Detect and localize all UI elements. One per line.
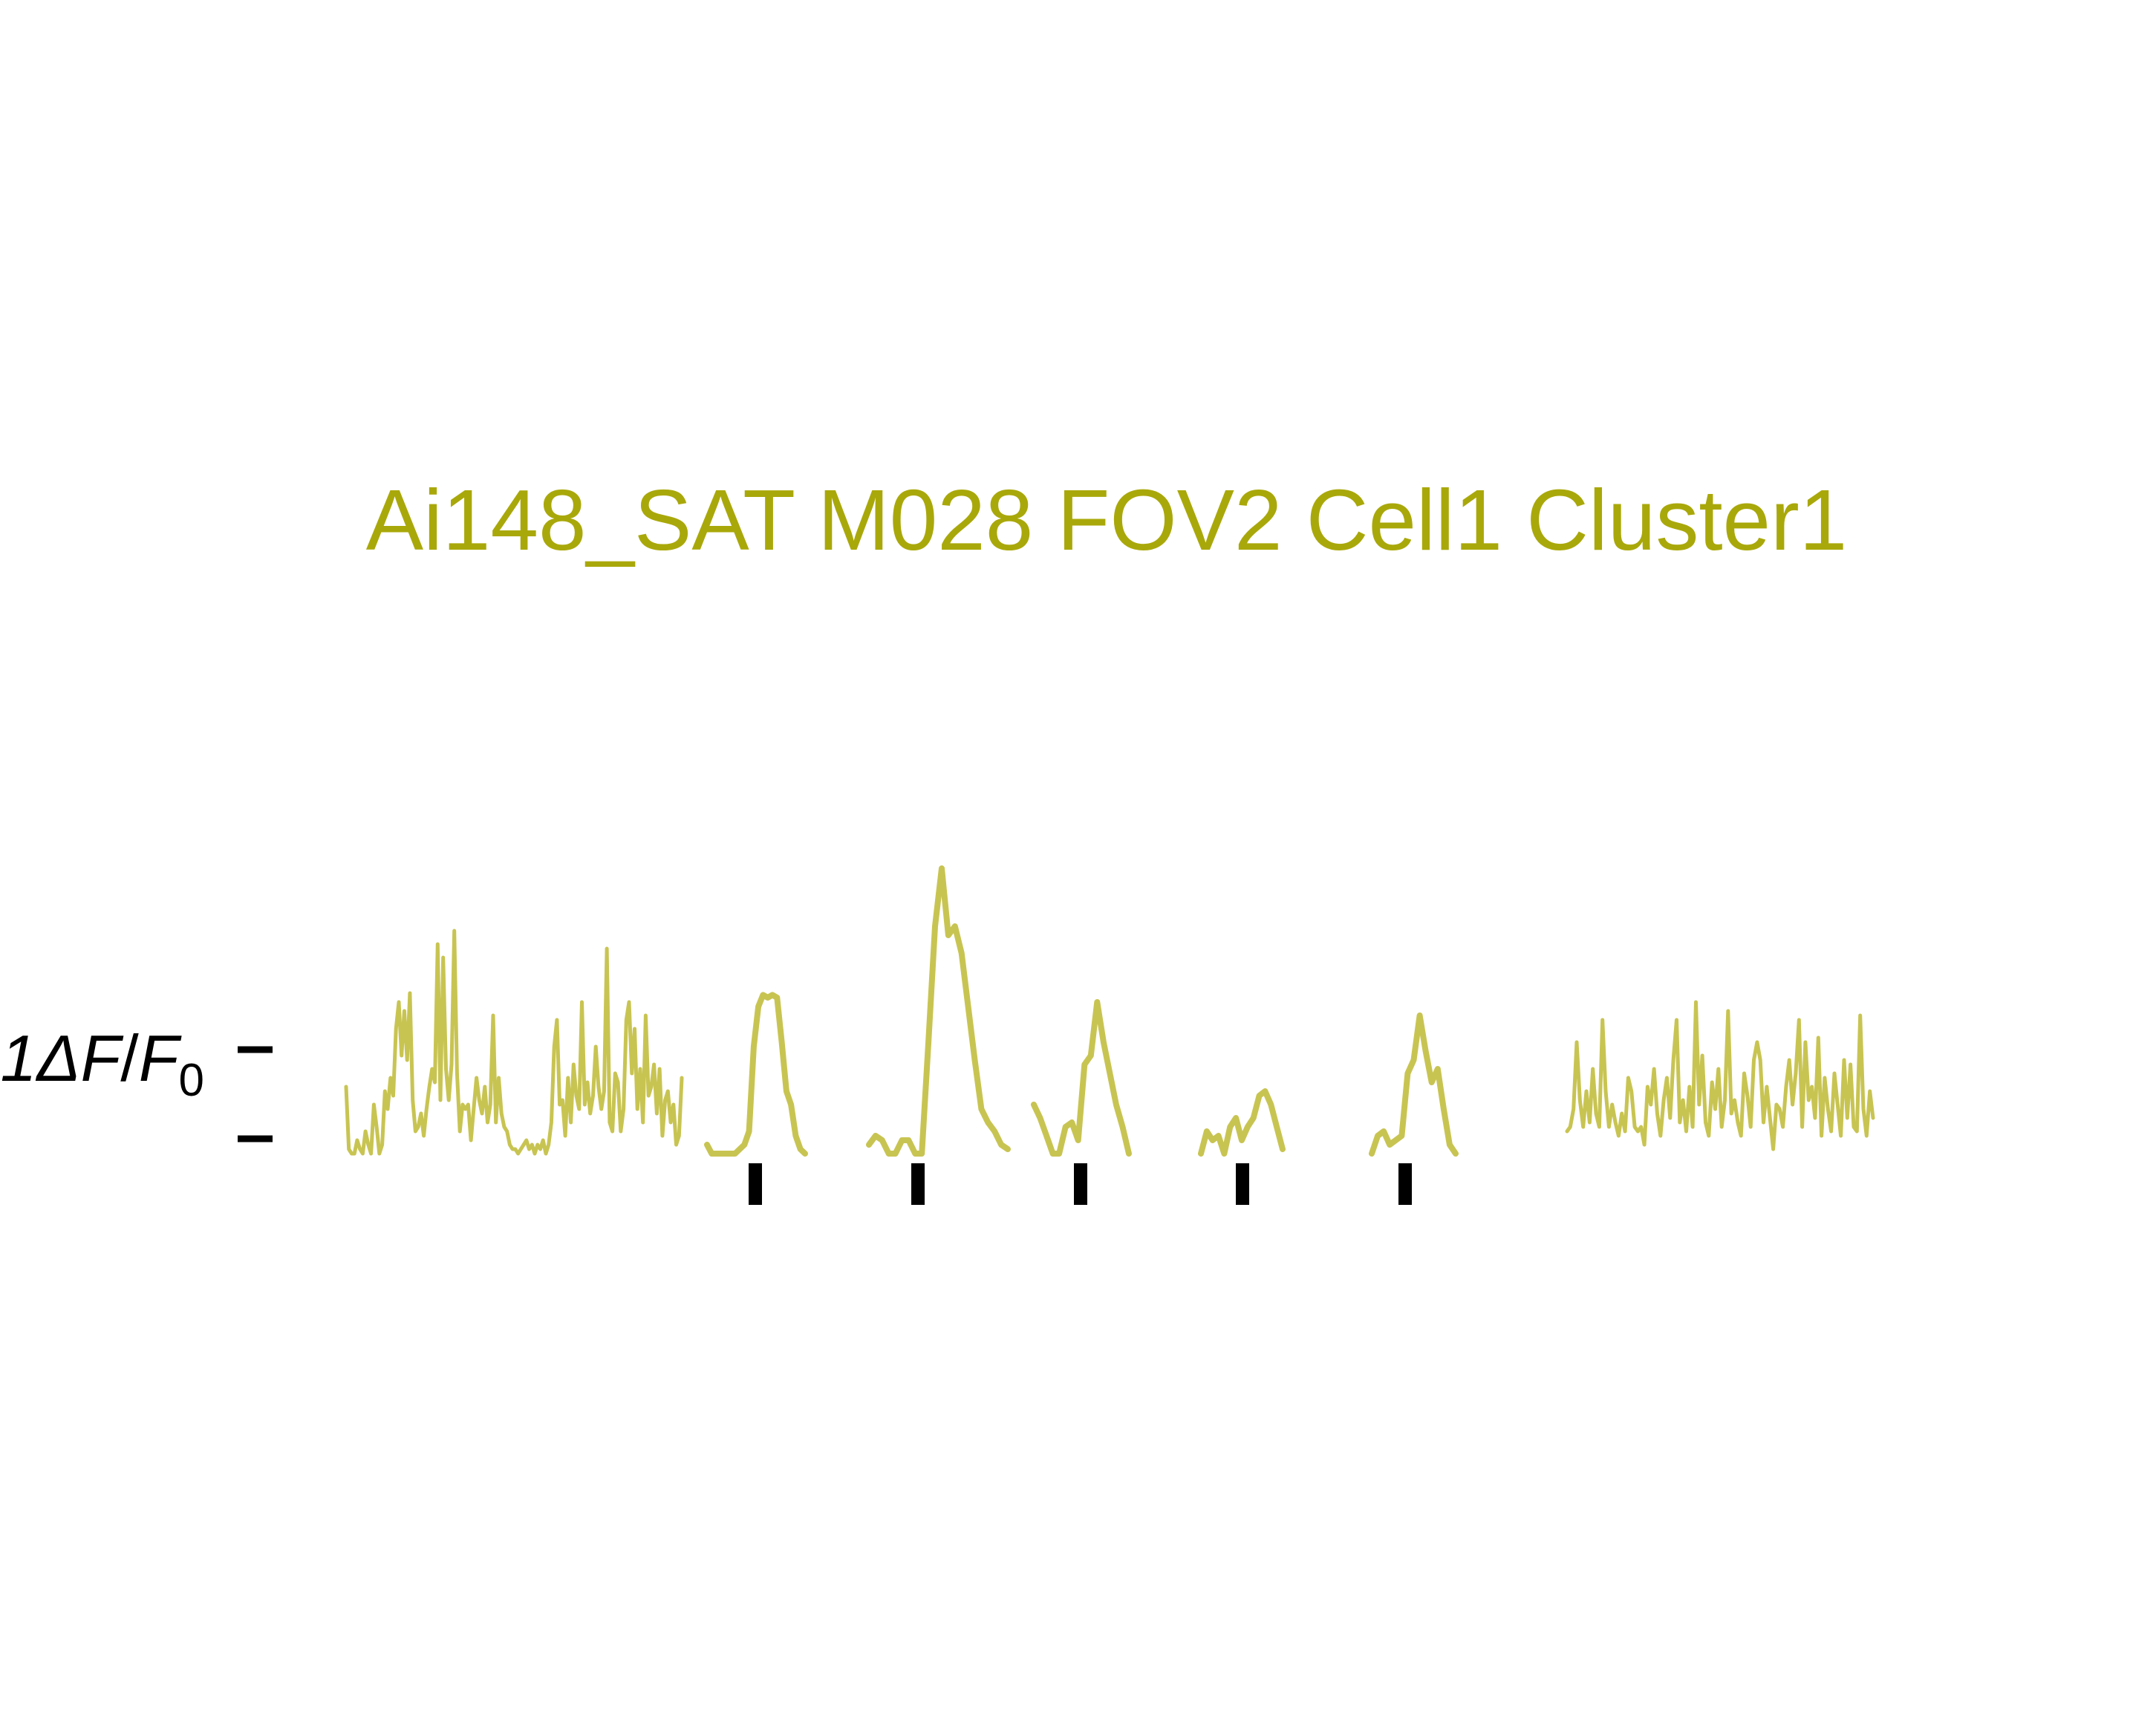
y-label-f2: F xyxy=(139,1021,182,1095)
y-axis-label: 1ΔF/F0 xyxy=(1,1021,204,1106)
trace-segment-5 xyxy=(1369,1012,1459,1157)
trace-segment-4 xyxy=(1198,1088,1286,1157)
y-label-prefix: 1Δ xyxy=(1,1021,81,1095)
traces xyxy=(344,865,1875,1157)
trace-segment-1 xyxy=(704,992,808,1157)
scale-bar xyxy=(238,1046,273,1142)
stimulus-markers xyxy=(749,1163,1412,1205)
trace-segment-3 xyxy=(1031,999,1132,1157)
y-label-subscript: 0 xyxy=(179,1055,204,1106)
stimulus-marker-1 xyxy=(911,1163,925,1205)
chart-title: Ai148_SAT M028 FOV2 Cell1 Cluster1 xyxy=(366,472,1847,568)
y-label-slash: / xyxy=(120,1021,139,1095)
trace-segment-2 xyxy=(866,865,1011,1157)
trace-segment-0 xyxy=(344,929,684,1156)
stimulus-marker-2 xyxy=(1074,1163,1087,1205)
stimulus-marker-0 xyxy=(749,1163,762,1205)
y-label-f1: F xyxy=(81,1021,124,1095)
stimulus-marker-4 xyxy=(1398,1163,1412,1205)
trace-segment-6 xyxy=(1565,1000,1875,1151)
stimulus-marker-3 xyxy=(1236,1163,1249,1205)
